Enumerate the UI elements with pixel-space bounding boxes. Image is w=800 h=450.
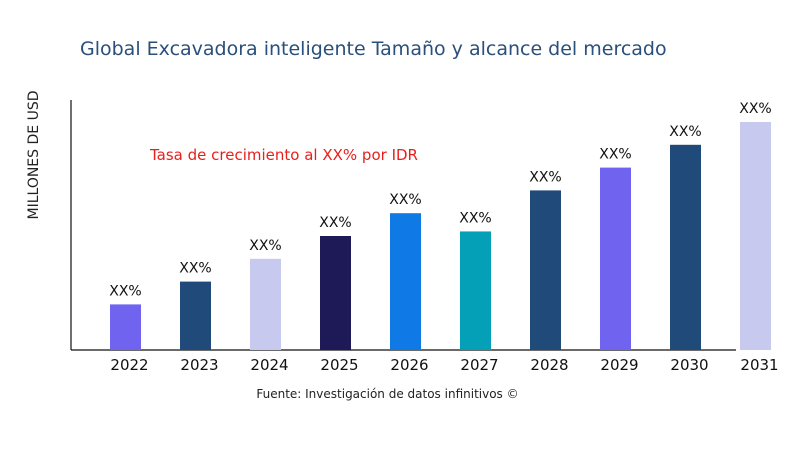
chart-title: Global Excavadora inteligente Tamaño y a… [80,38,667,60]
data-label-2028: XX% [529,169,561,185]
bar-2029 [600,167,631,350]
bar-2030 [670,144,701,350]
x-tick-label-2029: 2029 [600,356,638,374]
bar-2025 [320,236,351,350]
source-text: Fuente: Investigación de datos infinitiv… [256,387,519,401]
bar-2027 [460,231,491,350]
x-tick-label-2030: 2030 [670,356,708,374]
data-label-2022: XX% [109,283,141,299]
data-label-2023: XX% [179,261,211,277]
x-tick-label-2022: 2022 [110,356,148,374]
x-tick-label-2026: 2026 [390,356,428,374]
bar-2031 [740,122,771,350]
bar-2026 [390,213,421,350]
bar-2022 [110,304,141,350]
data-label-2031: XX% [739,101,771,117]
bar-2023 [180,281,211,350]
x-tick-label-2023: 2023 [180,356,218,374]
bar-2028 [530,190,561,350]
growth-rate-annotation: Tasa de crecimiento al XX% por IDR [150,146,418,164]
source-note: Fuente: Investigación de datos infinitiv… [0,387,800,401]
data-label-2026: XX% [389,192,421,208]
data-label-2024: XX% [249,238,281,254]
x-tick-label-2027: 2027 [460,356,498,374]
x-tick-label-2024: 2024 [250,356,288,374]
data-label-2025: XX% [319,215,351,231]
data-label-2030: XX% [669,124,701,140]
data-label-2029: XX% [599,147,631,163]
x-tick-label-2031: 2031 [740,356,778,374]
bar-2024 [250,258,281,350]
x-tick-label-2025: 2025 [320,356,358,374]
data-label-2027: XX% [459,210,491,226]
x-tick-label-2028: 2028 [530,356,568,374]
